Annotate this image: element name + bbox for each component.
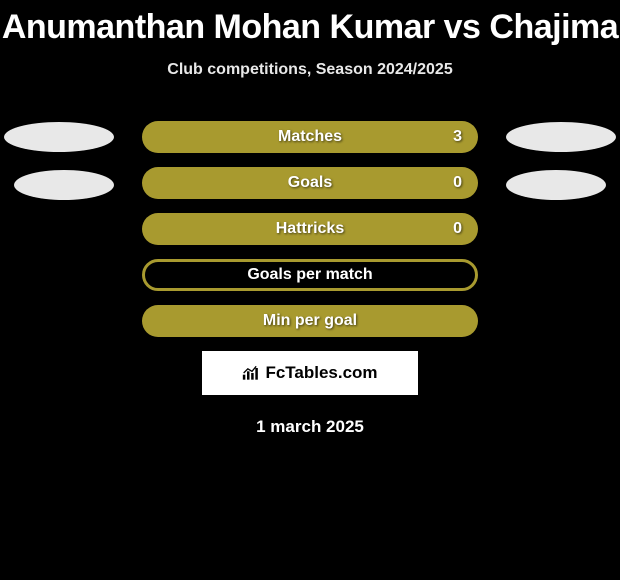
left-ellipse [14,170,114,200]
stat-bar: Goals 0 [142,167,478,199]
stat-row: Min per goal [0,305,620,337]
left-ellipse [4,122,114,152]
logo-text: FcTables.com [265,363,377,383]
stat-label: Matches [278,128,342,146]
stat-bar: Hattricks 0 [142,213,478,245]
stat-label: Hattricks [276,220,344,238]
page-title: Anumanthan Mohan Kumar vs Chajima [0,0,620,47]
barchart-icon [242,365,262,381]
stat-label: Goals per match [247,266,372,284]
logo: FcTables.com [242,363,377,383]
logo-box: FcTables.com [202,351,418,395]
stat-bar: Goals per match [142,259,478,291]
right-ellipse [506,170,606,200]
stat-label: Min per goal [263,312,357,330]
right-ellipse [506,122,616,152]
stat-bar: Min per goal [142,305,478,337]
stat-bar: Matches 3 [142,121,478,153]
stat-value: 0 [453,220,462,238]
stat-row: Goals per match [0,259,620,291]
stat-row: Goals 0 [0,167,620,199]
stat-rows: Matches 3 Goals 0 Hattricks 0 Goals per match M… [0,121,620,337]
stat-label: Goals [288,174,332,192]
stat-value: 0 [453,174,462,192]
stat-row: Hattricks 0 [0,213,620,245]
stat-value: 3 [453,128,462,146]
subtitle: Club competitions, Season 2024/2025 [0,61,620,79]
stat-row: Matches 3 [0,121,620,153]
date: 1 march 2025 [0,417,620,437]
